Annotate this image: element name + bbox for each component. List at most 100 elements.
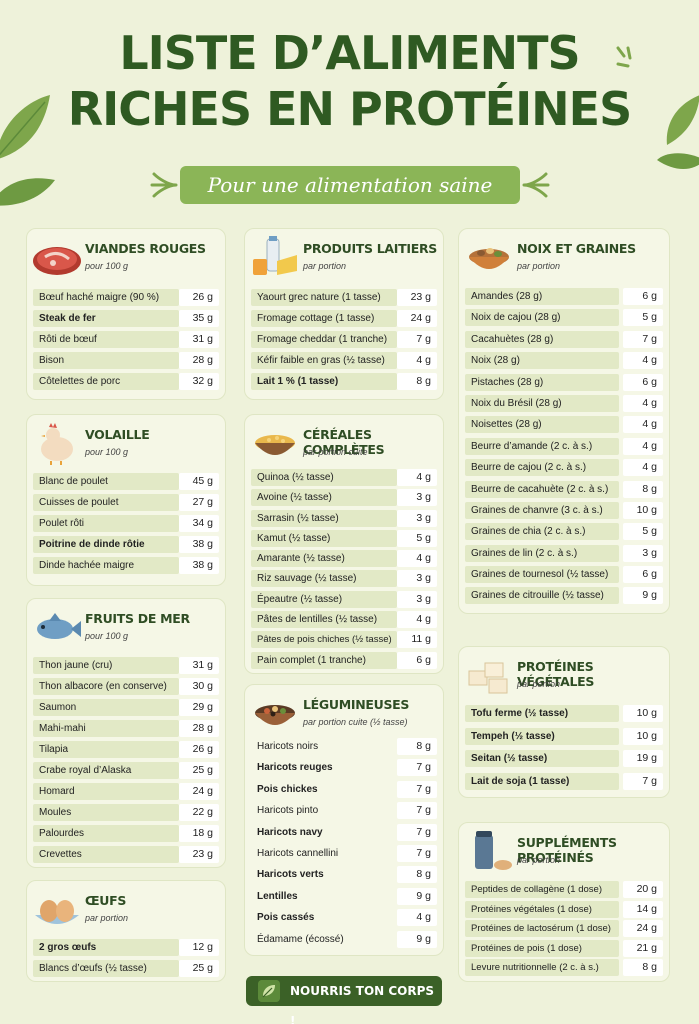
table-row: Amarante (½ tasse) 4 g [251,548,437,568]
protein-value: 21 g [623,939,663,957]
footer-banner: NOURRIS TON CORPS ! [246,976,442,1024]
protein-value: 7 g [623,330,663,348]
food-label: Pâtes de pois chiches (½ tasse) [251,631,397,649]
protein-value: 31 g [179,657,219,674]
protein-value: 7 g [397,780,437,798]
protein-value: 7 g [623,772,663,790]
food-label: Noix du Brésil (28 g) [465,394,619,412]
card-subtitle: par portion [85,913,129,923]
nuts-bowl-icon [469,248,509,269]
table-row: Sarrasin (½ tasse) 3 g [251,508,437,528]
subtitle-banner: Pour une alimentation saine [180,166,520,204]
steak-icon [33,247,81,275]
table-row: Crevettes 23 g [33,844,219,865]
table-row: Rôti de bœuf 31 g [33,329,219,350]
table-row: Amandes (28 g) 6 g [465,286,663,307]
protein-value: 32 g [179,373,219,390]
protein-value: 24 g [179,783,219,800]
grain-bowl-icon [255,435,295,455]
protein-value: 3 g [623,544,663,562]
protein-value: 24 g [623,920,663,937]
table-row: Noix (28 g) 4 g [465,350,663,371]
protein-value: 34 g [179,515,219,532]
food-label: Édamame (écossé) [257,933,344,945]
table-row: Pistaches (28 g) 6 g [465,372,663,393]
protein-value: 9 g [397,887,437,905]
protein-value: 4 g [623,437,663,455]
table-row: Saumon 29 g [33,697,219,718]
food-label: Pain complet (1 tranche) [251,651,397,669]
table-row: Poulet rôti 34 g [33,513,219,534]
table-row: Bœuf haché maigre (90 %) 26 g [33,287,219,308]
protein-value: 6 g [623,566,663,584]
table-row: Cacahuètes (28 g) 7 g [465,329,663,350]
table-row: Noix du Brésil (28 g) 4 g [465,393,663,414]
food-label: Pois cassés [257,912,315,924]
card-subtitle: pour 100 g [85,261,129,271]
food-label: Yaourt grec nature (1 tasse) [251,289,397,306]
table-row: Pâtes de pois chiches (½ tasse) 11 g [251,629,437,649]
card-subtitle: par portion [517,261,561,271]
card-title: FRUITS DE MER [85,611,190,626]
protein-value: 4 g [397,352,437,369]
protein-value: 8 g [397,866,437,884]
card-subtitle: par portion cuite [303,447,368,457]
food-label: Kéfir faible en gras (½ tasse) [251,352,397,369]
protein-value: 29 g [179,699,219,716]
protein-value: 3 g [397,570,437,588]
card-title: SUPPLÉMENTS PROTÉINÉS [517,835,617,865]
food-label: Pois chickes [257,783,318,795]
protein-value: 45 g [179,473,219,490]
table-row: Crabe royal d’Alaska 25 g [33,760,219,781]
protein-value: 10 g [623,501,663,519]
protein-value: 14 g [623,900,663,918]
table-row: Haricots pinto 7 g [251,800,437,821]
table-row: Tilapia 26 g [33,739,219,760]
card-title: VOLAILLE [85,427,150,442]
shaker-icon [475,831,512,870]
food-label: Thon jaune (cru) [33,657,179,674]
card-proteines-vegetales: PROTÉINES VÉGÉTALES par portion Tofu fer… [458,646,670,798]
protein-value: 4 g [397,469,437,486]
food-label: Épeautre (½ tasse) [251,590,397,608]
table-row: Dinde hachée maigre 38 g [33,555,219,576]
food-label: Graines de citrouille (½ tasse) [465,587,619,605]
protein-value: 26 g [179,289,219,306]
food-label: Haricots cannellini [257,847,339,859]
card-subtitle: par portion cuite (½ tasse) [303,717,408,727]
table-row: Thon albacore (en conserve) 30 g [33,676,219,697]
food-label: Tempeh (½ tasse) [465,727,619,745]
card-title: VIANDES ROUGES [85,241,206,256]
table-row: Pois cassés 4 g [251,907,437,928]
food-label: Kamut (½ tasse) [251,529,397,547]
protein-value: 12 g [179,939,219,956]
table-row: Noisettes (28 g) 4 g [465,414,663,435]
table-row: Édamame (écossé) 9 g [251,929,437,950]
protein-value: 30 g [179,678,219,695]
food-label: Lait de soja (1 tasse) [465,772,619,790]
food-label: Steak de fer [33,310,179,327]
table-row: Thon jaune (cru) 31 g [33,655,219,676]
protein-value: 27 g [179,494,219,511]
card-subtitle: par portion [303,261,347,271]
food-label: Crabe royal d’Alaska [33,762,179,779]
protein-value: 3 g [397,489,437,507]
protein-value: 28 g [179,352,219,369]
food-label: Tilapia [33,741,179,758]
card-title: NOIX ET GRAINES [517,241,636,256]
table-row: Haricots reuges 7 g [251,757,437,778]
protein-value: 4 g [623,352,663,370]
leaf-icon [258,980,280,1002]
table-row: Riz sauvage (½ tasse) 3 g [251,568,437,588]
food-label: Beurre d’amande (2 c. à s.) [465,437,619,455]
table-row: Beurre de cacahuète (2 c. à s.) 8 g [465,479,663,500]
page-title-line1: LISTE D’ALIMENTS [119,26,580,80]
food-label: Rôti de bœuf [33,331,179,348]
card-title: CÉRÉALES COMPLÈTES [303,427,385,457]
food-label: Cuisses de poulet [33,494,179,511]
food-label: Pâtes de lentilles (½ tasse) [251,611,397,629]
protein-value: 4 g [397,550,437,568]
protein-value: 5 g [623,309,663,327]
food-label: Peptides de collagène (1 dose) [465,881,619,898]
table-row: Noix de cajou (28 g) 5 g [465,307,663,328]
